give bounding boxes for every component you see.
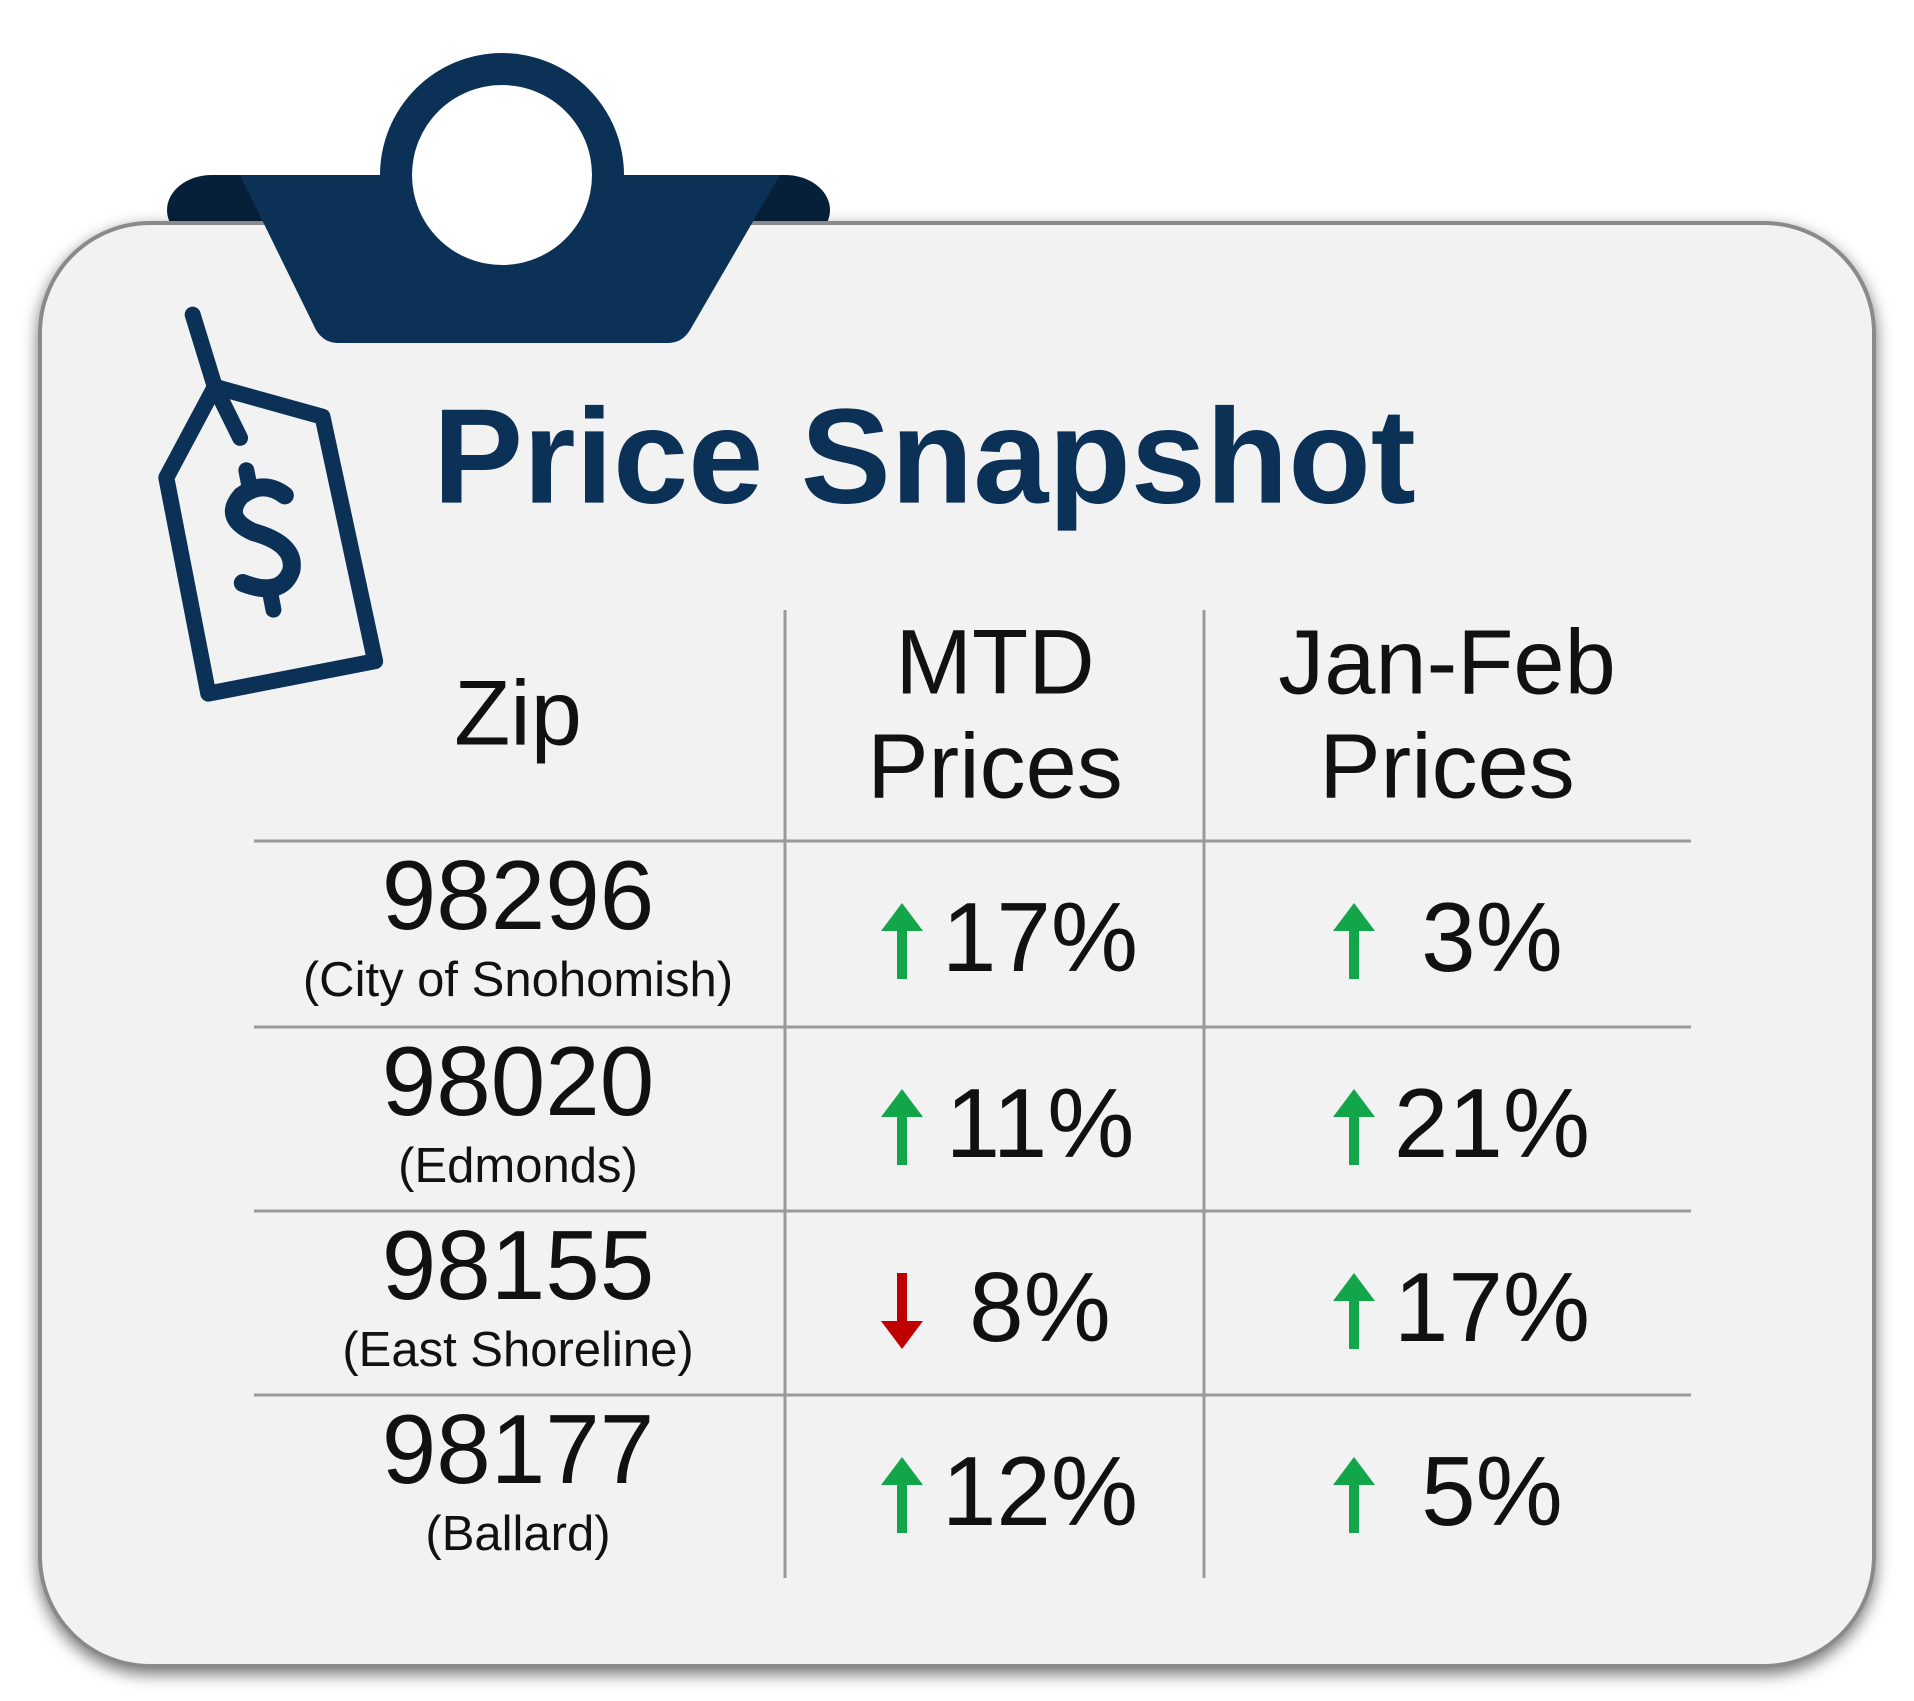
column-header: Prices xyxy=(1319,715,1575,817)
percent-change: 5% xyxy=(1421,1436,1563,1546)
zip-code: 98020 xyxy=(382,1026,655,1136)
column-header: Zip xyxy=(454,662,582,764)
percent-change: 12% xyxy=(942,1436,1138,1546)
trend-arrow xyxy=(881,1273,923,1349)
column-header: Prices xyxy=(867,715,1123,817)
zip-code: 98155 xyxy=(382,1210,655,1320)
area-name: (East Shoreline) xyxy=(342,1323,693,1377)
price-tag-icon xyxy=(158,306,384,702)
title: Price Snapshot xyxy=(433,381,1416,532)
trend-arrow xyxy=(1333,1273,1375,1349)
percent-change: 3% xyxy=(1421,882,1563,992)
area-name: (Edmonds) xyxy=(398,1139,638,1193)
zip-code: 98177 xyxy=(382,1394,655,1504)
zip-code: 98296 xyxy=(382,840,655,950)
clip xyxy=(240,53,780,343)
column-header: Jan-Feb xyxy=(1278,611,1616,713)
trend-arrow xyxy=(881,1457,923,1533)
percent-change: 11% xyxy=(946,1068,1135,1178)
trend-arrow xyxy=(1333,1457,1375,1533)
area-name: (City of Snohomish) xyxy=(303,953,733,1007)
percent-change: 8% xyxy=(969,1252,1111,1362)
percent-change: 17% xyxy=(1394,1252,1590,1362)
area-name: (Ballard) xyxy=(425,1507,610,1561)
card xyxy=(38,221,1876,1668)
percent-change: 17% xyxy=(942,882,1138,992)
column-header: MTD xyxy=(895,611,1094,713)
trend-arrow xyxy=(881,903,923,979)
trend-arrow xyxy=(1333,903,1375,979)
trend-arrow xyxy=(881,1089,923,1165)
trend-arrow xyxy=(1333,1089,1375,1165)
percent-change: 21% xyxy=(1394,1068,1590,1178)
